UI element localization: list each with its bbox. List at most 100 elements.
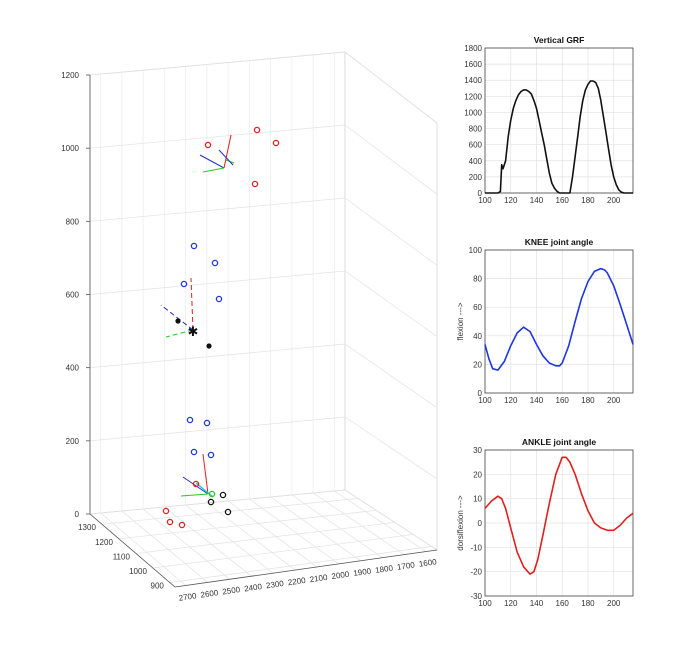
- ankle-marker: [208, 490, 216, 498]
- x-tick-label: 1700: [396, 560, 415, 571]
- x-tick-label: 2000: [331, 570, 350, 581]
- z-tick-label: 0: [75, 510, 80, 519]
- y-tick-label: 0: [478, 389, 483, 398]
- x-tick-label: 2600: [200, 588, 219, 599]
- z-gridline-side: [344, 489, 438, 551]
- y-gridline: [169, 546, 432, 583]
- x-gridline: [142, 508, 230, 580]
- x-gridline: [291, 494, 383, 558]
- ankle-frame-z: [182, 476, 209, 495]
- z-gridline: [89, 51, 346, 76]
- x-tick-label: 100: [478, 196, 492, 205]
- x-tick-label: 180: [581, 196, 595, 205]
- y-tick-label: 1300: [78, 523, 96, 532]
- x-tick-label: 180: [581, 599, 595, 608]
- knee-joint-angle-plot: 0 20 40 60 80 100 100 120 140 160 180 200 KNEE joint…: [456, 237, 634, 405]
- y-tick-label: 30: [473, 446, 482, 455]
- x-tick-label: 2500: [222, 585, 241, 596]
- x-tick-label: 1800: [375, 563, 394, 574]
- ankle-marker: [192, 480, 200, 488]
- pelvis-marker: [204, 141, 212, 149]
- x-tick-label: 2200: [287, 576, 306, 587]
- thigh-marker: [180, 280, 188, 288]
- ankle-frame-x: [202, 453, 209, 495]
- x-gridline: [164, 506, 252, 577]
- z-gridline: [89, 124, 346, 149]
- x-tick-label: 140: [530, 599, 544, 608]
- z-tick-label: 1000: [61, 144, 79, 153]
- y-tick-label: 1200: [464, 92, 482, 101]
- y-gridline: [152, 534, 414, 569]
- foot-marker: [178, 521, 186, 529]
- pelvis-marker: [253, 126, 261, 134]
- z-gridline-side: [344, 124, 438, 195]
- x-tick-label: 200: [607, 599, 621, 608]
- shank-marker: [203, 419, 211, 427]
- x-tick-label: 100: [478, 599, 492, 608]
- y-tick-label: 800: [469, 125, 483, 134]
- x-tick-label: 140: [530, 196, 544, 205]
- x-tick-label: 120: [504, 599, 518, 608]
- x-gridline: [270, 496, 361, 562]
- ankle-marker: [219, 491, 227, 499]
- x-tick-label: 160: [556, 599, 570, 608]
- x-gridline: [206, 502, 296, 571]
- x-gridline: [100, 512, 187, 586]
- plot-frame: [484, 449, 634, 597]
- ankle-joint-angle-plot: -30 -20 -10 0 10 20 30 100 120 140 160 180 200 ANKLE …: [456, 437, 634, 608]
- y-tick-label: 600: [469, 141, 483, 150]
- foot-marker: [166, 518, 174, 526]
- y-tick-label: 60: [473, 303, 482, 312]
- y-gridline: [118, 510, 377, 540]
- y-gridline: [135, 522, 395, 554]
- y-tick-label: 1000: [464, 108, 482, 117]
- x-tick-label: 2100: [309, 573, 328, 584]
- x-tick-label: 160: [556, 196, 570, 205]
- y-tick-label: 1100: [113, 552, 131, 561]
- y-axis-label: dorsiflexion --->: [456, 495, 465, 551]
- x-gridline: [312, 492, 405, 555]
- knee-marker: [175, 318, 181, 324]
- y-tick-label: 100: [469, 246, 483, 255]
- series-line: [484, 267, 634, 371]
- x-gridline: [334, 490, 427, 552]
- x-tick-label: 2400: [244, 582, 263, 593]
- plot-title: ANKLE joint angle: [522, 437, 596, 447]
- shank-marker: [186, 416, 194, 424]
- series-line: [485, 80, 633, 194]
- 3d-plot-panel: 0 200 400 600 800 1000 1200 2700 2600 2500 2400 230…: [61, 51, 439, 603]
- y-tick-label: 20: [473, 360, 482, 369]
- z-gridline-side: [344, 416, 438, 480]
- ankle-marker: [207, 498, 215, 506]
- x-tick-label: 200: [607, 196, 621, 205]
- x-tick-label: 160: [556, 396, 570, 405]
- pelvis-marker: [251, 180, 259, 188]
- x-axis-line: [174, 549, 438, 588]
- plot-area: [485, 48, 633, 193]
- z-gridline: [89, 270, 346, 295]
- x-tick-label: 200: [607, 396, 621, 405]
- thigh-marker: [190, 242, 198, 250]
- y-axis-line: [89, 513, 176, 588]
- knee-joint-center-icon: ✱: [188, 325, 199, 340]
- pelvis-marker: [272, 139, 280, 147]
- y-tick-label: 1200: [95, 538, 113, 547]
- x-tick-label: 120: [504, 196, 518, 205]
- pelvis-frame-z: [199, 154, 225, 169]
- z-gridline: [89, 343, 346, 369]
- x-tick-label: 1900: [353, 567, 372, 578]
- x-gridline: [121, 510, 208, 583]
- y-tick-label: 1000: [129, 567, 147, 576]
- x-gridline: [227, 500, 318, 568]
- x-tick-label: 180: [581, 396, 595, 405]
- z-gridline: [89, 416, 346, 442]
- plot-frame: [484, 249, 634, 394]
- y-tick-label: -30: [470, 592, 482, 601]
- y-axis-label: flexion --->: [456, 302, 465, 340]
- y-tick-label: 1600: [464, 60, 482, 69]
- z-tick-label: 600: [66, 291, 80, 300]
- plot-area: [485, 250, 633, 393]
- z-gridline: [89, 489, 346, 515]
- y-tick-label: 900: [151, 582, 165, 591]
